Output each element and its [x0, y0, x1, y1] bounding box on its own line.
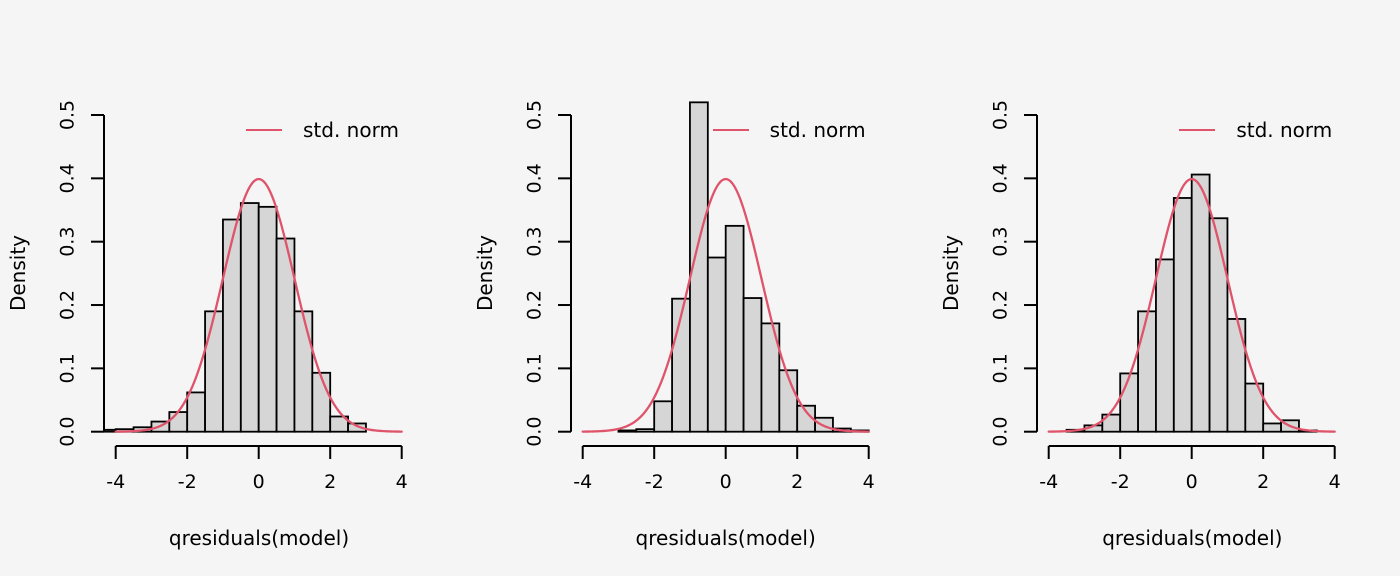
histogram-bar [293, 310, 314, 433]
histogram-bar [168, 411, 189, 433]
y-tick-label: 0.2 [990, 290, 1012, 320]
y-axis-title: Density [6, 234, 30, 312]
x-axis-title: qresiduals(model) [168, 526, 350, 550]
histogram-bar [742, 297, 763, 433]
histogram-bar [1119, 372, 1140, 433]
y-tick-label: 0.3 [57, 227, 79, 257]
legend-label: std. norm [1236, 118, 1333, 142]
histogram-panel-1: 0.0 0.1 0.2 0.3 0.4 0.5 -4 -2 0 2 4 Density qresid… [0, 0, 467, 576]
y-tick-label: 0.0 [523, 417, 545, 447]
legend-label: std. norm [303, 118, 399, 142]
y-tick-label: 0.3 [523, 227, 545, 257]
x-tick-label: 4 [1329, 471, 1341, 493]
histogram-bar [1244, 382, 1265, 433]
plot-svg-3: 0.0 0.1 0.2 0.3 0.4 0.5 -4 -2 0 2 4 [990, 100, 1341, 493]
legend-line-swatch [246, 128, 282, 132]
y-tick-label: 0.1 [57, 353, 79, 383]
histogram-bar [311, 371, 332, 433]
y-tick-label: 0.0 [990, 417, 1012, 447]
x-tick-label: 2 [1257, 471, 1269, 493]
y-tick-label: 0.4 [990, 163, 1012, 193]
y-tick-label: 0.1 [990, 353, 1012, 383]
x-tick-label: -4 [106, 471, 125, 493]
y-tick-label: 0.4 [523, 163, 545, 193]
legend-line-swatch [1179, 128, 1216, 132]
histogram-bar [617, 429, 637, 433]
x-axis-title: qresiduals(model) [635, 526, 816, 550]
histogram-bar [1137, 310, 1158, 433]
histogram-bar [1262, 422, 1283, 433]
y-tick-label: 0.4 [57, 163, 79, 193]
histogram-bar [1191, 173, 1211, 433]
histogram-bar [347, 422, 367, 433]
y-tick-label: 0.2 [523, 290, 545, 320]
legend-line-swatch [712, 128, 749, 132]
x-tick-label: -4 [573, 471, 592, 493]
normal-density-curve [581, 177, 870, 433]
x-tick-label: 2 [324, 471, 336, 493]
histogram-panel-3: 0.0 0.1 0.2 0.3 0.4 0.5 -4 -2 0 2 4 Density qresid… [933, 0, 1400, 576]
y-axis-title: Density [472, 234, 497, 312]
histogram-bar [1173, 197, 1193, 433]
histogram-bar [652, 400, 673, 433]
histogram-bars [1066, 173, 1319, 433]
histogram-bar [257, 205, 278, 433]
normal-density-curve [1047, 177, 1337, 433]
normal-density-curve [114, 177, 403, 433]
x-tick-label: 0 [719, 471, 731, 493]
y-tick-label: 0.5 [523, 100, 545, 130]
histogram-bar [724, 224, 745, 433]
x-tick-label: 2 [791, 471, 803, 493]
y-tick-label: 0.0 [57, 417, 79, 447]
plot-svg-2: 0.0 0.1 0.2 0.3 0.4 0.5 -4 -2 0 2 4 [523, 100, 874, 493]
histogram-bar [635, 428, 655, 433]
x-tick-label: 0 [253, 471, 265, 493]
x-tick-label: 4 [862, 471, 874, 493]
x-axis-title: qresiduals(model) [1102, 526, 1283, 550]
y-tick-label: 0.5 [990, 100, 1012, 130]
y-axis-title: Density [939, 234, 964, 312]
y-tick-label: 0.5 [57, 100, 79, 130]
x-tick-label: -4 [1040, 471, 1059, 493]
y-tick-label: 0.1 [523, 353, 545, 383]
x-tick-label: -2 [644, 471, 663, 493]
histogram-bars [104, 202, 367, 433]
y-tick-label: 0.2 [57, 290, 79, 320]
histogram-bar [1209, 217, 1229, 433]
histogram-bar [239, 202, 260, 433]
y-tick-label: 0.3 [990, 227, 1012, 257]
histogram-bar [706, 256, 727, 433]
histogram-bar [1155, 258, 1176, 433]
plot-svg-1: 0.0 0.1 0.2 0.3 0.4 0.5 -4 -2 0 2 4 [57, 100, 408, 493]
histogram-bar [204, 310, 224, 433]
histogram-bar [186, 391, 206, 433]
x-tick-label: -2 [1111, 471, 1130, 493]
histogram-bar [222, 218, 242, 433]
x-tick-label: -2 [178, 471, 197, 493]
x-tick-label: 0 [1186, 471, 1198, 493]
histogram-bars [617, 101, 870, 433]
legend-label: std. norm [769, 118, 866, 142]
x-tick-label: 4 [396, 471, 408, 493]
histogram-panel-2: 0.0 0.1 0.2 0.3 0.4 0.5 -4 -2 0 2 4 Density qresid… [467, 0, 934, 576]
